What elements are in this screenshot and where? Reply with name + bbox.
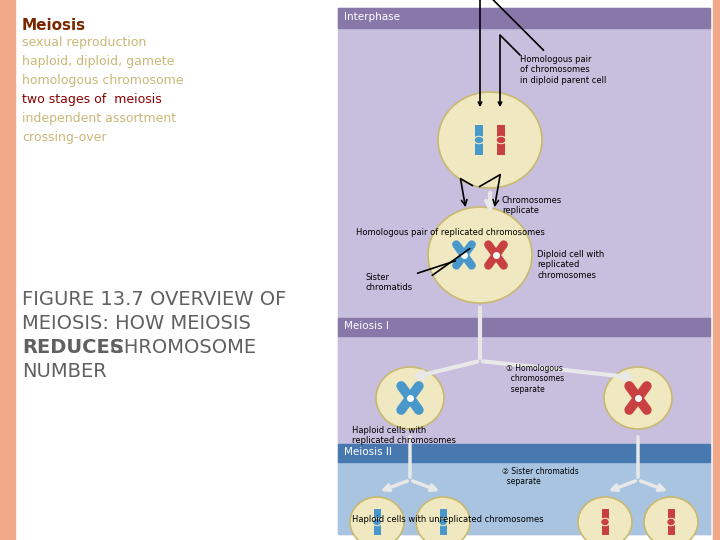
Ellipse shape	[438, 92, 542, 188]
Ellipse shape	[495, 137, 506, 144]
Text: Diploid cell with
replicated
chromosomes: Diploid cell with replicated chromosomes	[537, 250, 604, 280]
Bar	[497, 125, 505, 155]
Ellipse shape	[604, 367, 672, 429]
Ellipse shape	[498, 138, 505, 143]
Text: Meiosis II: Meiosis II	[344, 447, 392, 457]
Ellipse shape	[578, 497, 632, 540]
Text: MEIOSIS: HOW MEIOSIS: MEIOSIS: HOW MEIOSIS	[22, 314, 251, 333]
Text: homologous chromosome: homologous chromosome	[22, 74, 184, 87]
Text: Meiosis I: Meiosis I	[344, 321, 389, 331]
Ellipse shape	[666, 518, 676, 525]
Ellipse shape	[376, 367, 444, 429]
Text: NUMBER: NUMBER	[22, 362, 107, 381]
Text: sexual reproduction: sexual reproduction	[22, 36, 146, 49]
Ellipse shape	[350, 497, 404, 540]
Text: Homologous pair of replicated chromosomes: Homologous pair of replicated chromosome…	[356, 228, 545, 237]
Ellipse shape	[600, 518, 610, 525]
Text: CHROMOSOME: CHROMOSOME	[104, 338, 256, 357]
Bar	[338, 444, 710, 462]
Ellipse shape	[602, 519, 608, 524]
Ellipse shape	[374, 519, 380, 524]
Text: Sister
chromatids: Sister chromatids	[365, 261, 455, 292]
Text: crossing-over: crossing-over	[22, 131, 107, 144]
Bar	[338, 336, 710, 444]
Text: REDUCES: REDUCES	[22, 338, 124, 357]
Text: Meiosis: Meiosis	[22, 18, 86, 33]
Bar	[667, 509, 675, 535]
Bar	[601, 509, 608, 535]
Ellipse shape	[428, 207, 532, 303]
Bar	[713, 0, 720, 540]
Text: two stages of  meiosis: two stages of meiosis	[22, 93, 162, 106]
Text: haploid, diploid, gamete: haploid, diploid, gamete	[22, 55, 174, 68]
Text: Interphase: Interphase	[344, 12, 400, 22]
Bar	[0, 0, 15, 540]
Ellipse shape	[668, 519, 674, 524]
Text: ① Homologous
  chromosomes
  separate: ① Homologous chromosomes separate	[506, 364, 564, 394]
Text: Homologous pair
of chromosomes
in diploid parent cell: Homologous pair of chromosomes in diploi…	[478, 0, 606, 105]
Ellipse shape	[440, 519, 446, 524]
Text: Haploid cells with unreplicated chromosomes: Haploid cells with unreplicated chromoso…	[352, 515, 544, 524]
Bar	[338, 8, 710, 28]
Ellipse shape	[438, 518, 448, 525]
Ellipse shape	[372, 518, 382, 525]
Text: FIGURE 13.7 OVERVIEW OF: FIGURE 13.7 OVERVIEW OF	[22, 290, 287, 309]
Bar	[338, 462, 710, 534]
Bar	[374, 509, 380, 535]
Ellipse shape	[474, 137, 485, 144]
Bar	[338, 318, 710, 336]
Text: ② Sister chromatids
  separate: ② Sister chromatids separate	[502, 467, 579, 487]
Ellipse shape	[644, 497, 698, 540]
Bar	[338, 8, 710, 534]
Bar	[475, 125, 483, 155]
Ellipse shape	[416, 497, 470, 540]
Ellipse shape	[475, 138, 482, 143]
Text: Haploid cells with
replicated chromosomes: Haploid cells with replicated chromosome…	[352, 426, 456, 445]
Text: independent assortment: independent assortment	[22, 112, 176, 125]
Bar	[439, 509, 446, 535]
Text: Chromosomes
replicate: Chromosomes replicate	[502, 196, 562, 215]
